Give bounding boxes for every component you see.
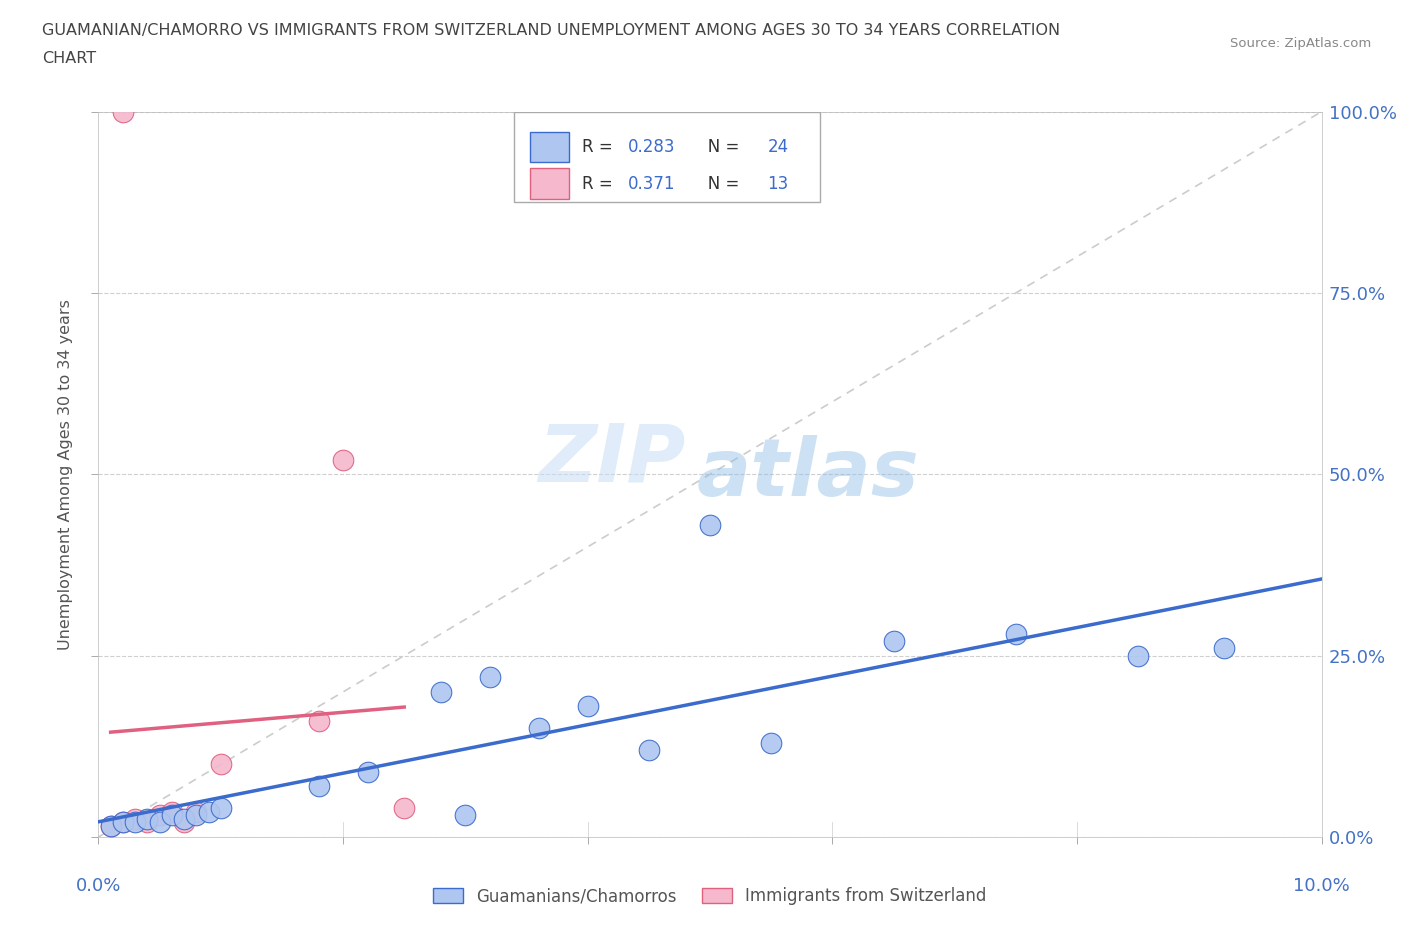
Point [186,804,208,819]
Point [186,808,208,823]
Point [308,778,330,793]
Text: N =: N = [692,175,744,193]
Point [111,815,134,830]
Point [124,815,146,830]
Text: R =: R = [582,175,617,193]
Text: 24: 24 [768,138,789,156]
Text: Source: ZipAtlas.com: Source: ZipAtlas.com [1230,37,1371,50]
Point [136,815,159,830]
Point [160,804,183,819]
Point [699,518,721,533]
Text: 0.0%: 0.0% [76,877,121,895]
Point [454,808,477,823]
Text: GUAMANIAN/CHAMORRO VS IMMIGRANTS FROM SWITZERLAND UNEMPLOYMENT AMONG AGES 30 TO : GUAMANIAN/CHAMORRO VS IMMIGRANTS FROM SW… [42,23,1060,38]
Point [100,818,122,833]
Point [111,815,134,830]
Point [173,815,195,830]
Point [332,452,354,467]
Point [478,670,501,684]
Text: N =: N = [692,138,744,156]
Text: 13: 13 [768,175,789,193]
Point [308,713,330,728]
Text: 10.0%: 10.0% [1294,877,1350,895]
Point [111,104,134,119]
Point [149,815,172,830]
Text: ZIP: ZIP [538,420,686,498]
Text: R =: R = [582,138,617,156]
Text: 0.371: 0.371 [628,175,675,193]
Point [1004,627,1026,642]
Point [124,811,146,827]
Point [209,801,232,816]
Point [1128,648,1150,663]
Point [761,736,783,751]
Point [576,699,599,714]
Point [883,633,905,648]
Point [356,764,378,779]
FancyBboxPatch shape [515,112,820,203]
Point [638,742,661,757]
Point [136,811,159,827]
Point [527,721,550,736]
Text: 0.283: 0.283 [628,138,675,156]
Point [1212,641,1234,656]
Y-axis label: Unemployment Among Ages 30 to 34 years: Unemployment Among Ages 30 to 34 years [58,299,73,650]
Point [209,757,232,772]
Legend: Guamanians/Chamorros, Immigrants from Switzerland: Guamanians/Chamorros, Immigrants from Sw… [426,881,994,912]
Point [430,684,453,699]
FancyBboxPatch shape [530,132,569,162]
Point [149,808,172,823]
Point [392,801,416,816]
Point [100,818,122,833]
Point [160,808,183,823]
Point [173,811,195,827]
Text: CHART: CHART [42,51,96,66]
Text: atlas: atlas [696,435,920,513]
FancyBboxPatch shape [530,168,569,199]
Point [197,804,219,819]
